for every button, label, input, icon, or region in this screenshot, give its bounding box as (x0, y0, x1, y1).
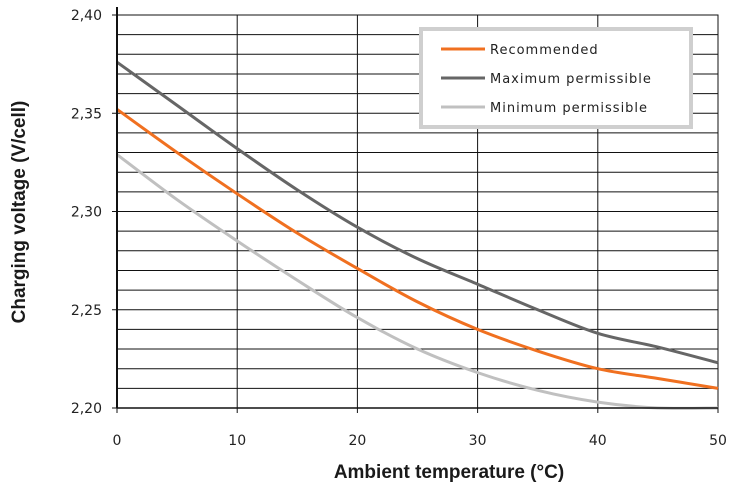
y-tick-label: 2,25 (71, 303, 102, 319)
x-tick-label: 30 (469, 433, 487, 449)
x-tick-label: 10 (228, 433, 246, 449)
x-tick-label: 40 (589, 433, 607, 449)
y-tick-label: 2,35 (71, 106, 102, 122)
legend-label: Minimum permissible (490, 101, 648, 116)
legend-label: Maximum permissible (490, 72, 652, 87)
x-tick-label: 50 (709, 433, 727, 449)
x-tick-label: 0 (113, 433, 122, 449)
y-tick-label: 2,20 (71, 401, 102, 417)
x-axis-title: Ambient temperature (°C) (334, 462, 564, 483)
x-tick-label: 20 (348, 433, 366, 449)
legend: Recommended Maximum permissible Minimum pe… (419, 27, 693, 129)
y-axis-title: Charging voltage (V/cell) (9, 101, 30, 324)
series-line-3 (116, 153, 719, 410)
series-line-2 (116, 60, 719, 365)
tick-labels: 0 10 20 30 40 50 2,20 2,25 2,30 2,35 2,40 (71, 8, 727, 449)
series-line-1 (116, 108, 719, 390)
series-lines (116, 60, 719, 410)
axes (116, 7, 718, 409)
y-tick-label: 2,40 (71, 8, 102, 24)
legend-label: Recommended (490, 43, 599, 58)
y-tick-label: 2,30 (71, 205, 102, 221)
